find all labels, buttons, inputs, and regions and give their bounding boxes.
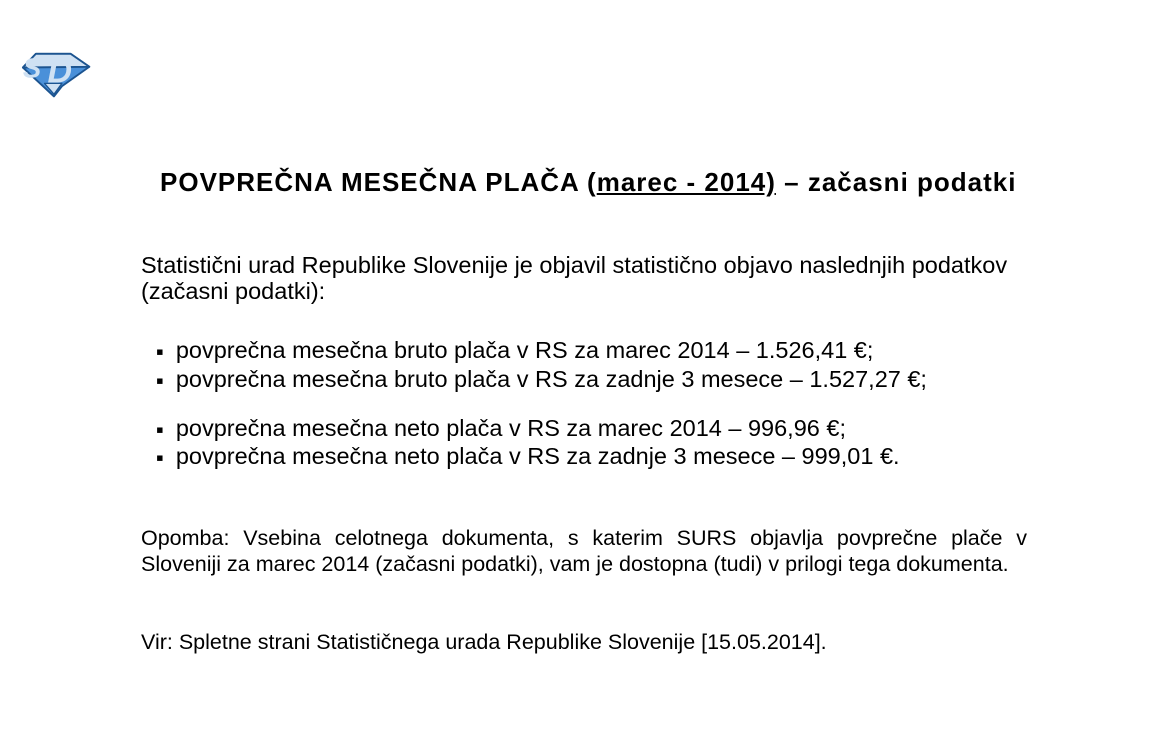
svg-text:S: S — [23, 53, 42, 84]
svg-text:D: D — [47, 53, 72, 91]
